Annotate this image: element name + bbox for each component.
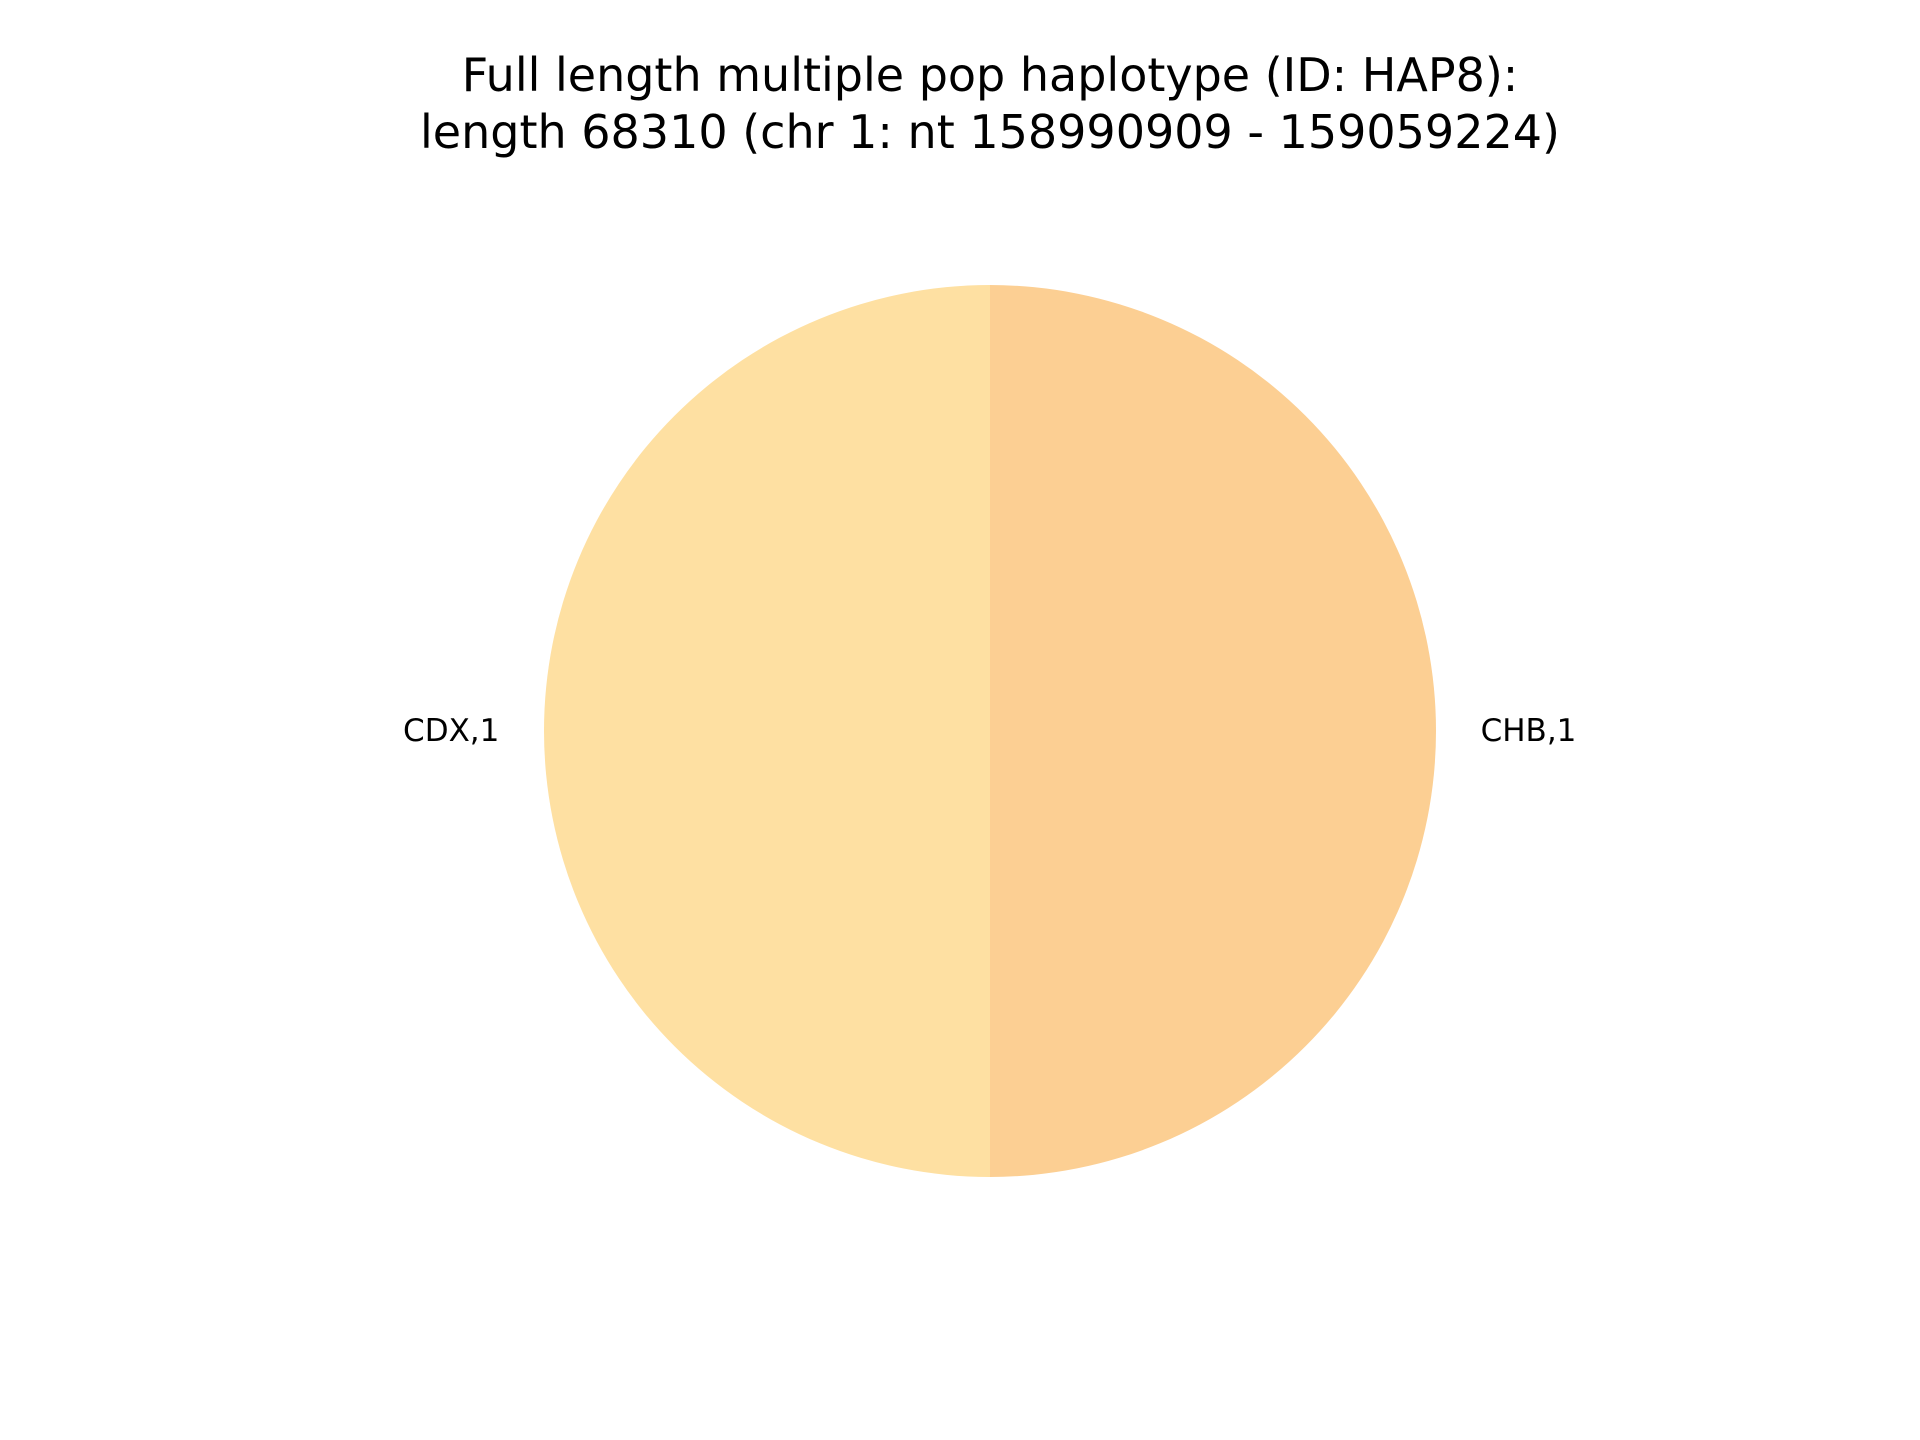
- pie-label-cdx: CDX,1: [403, 713, 499, 749]
- pie-slice-cdx: [544, 285, 990, 1177]
- pie-slices: [544, 285, 1436, 1177]
- pie-slice-chb: [990, 285, 1436, 1177]
- chart-title-line-1: Full length multiple pop haplotype (ID: …: [462, 48, 1519, 102]
- pie-slice-labels: CDX,1 CHB,1: [403, 713, 1576, 749]
- chart-title-line-2: length 68310 (chr 1: nt 158990909 - 1590…: [420, 105, 1560, 159]
- pie-label-chb: CHB,1: [1481, 713, 1577, 749]
